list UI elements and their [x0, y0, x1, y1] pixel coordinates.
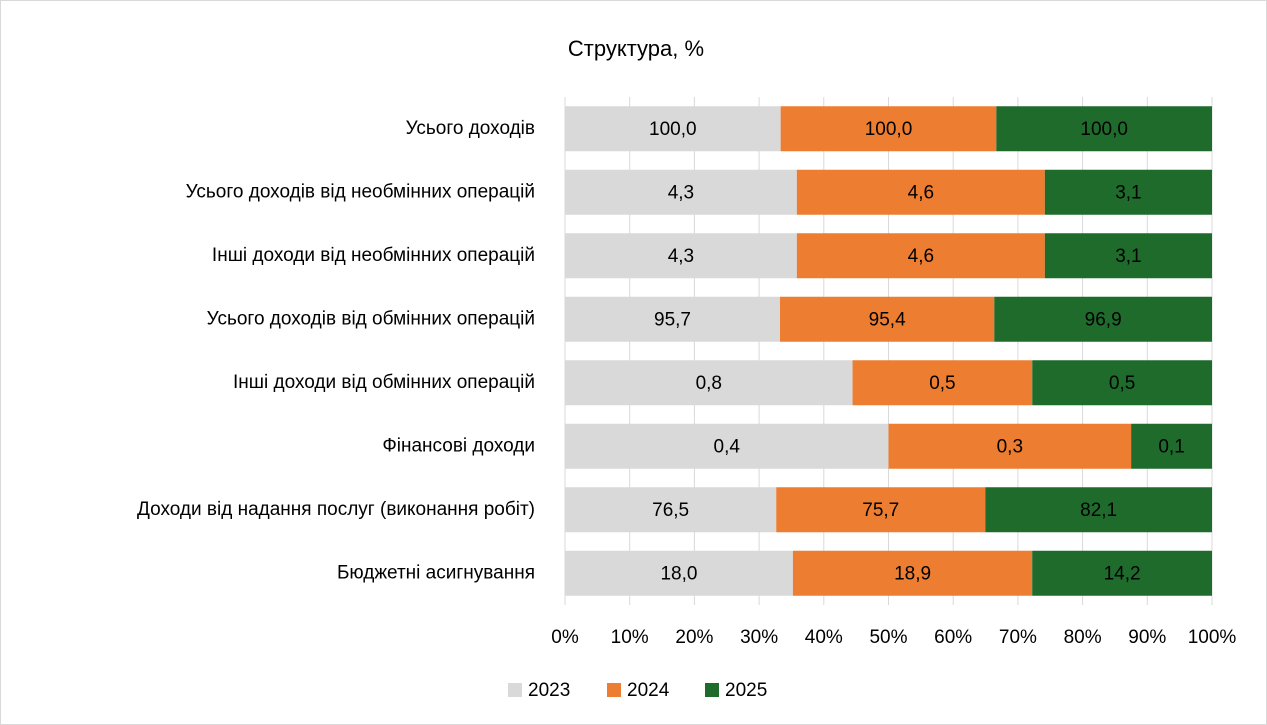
data-label: 18,0 — [660, 563, 697, 584]
y-tick-label: Бюджетні асигнування — [337, 562, 535, 583]
bar-segment — [565, 423, 889, 469]
bar-segment — [1131, 423, 1212, 469]
bar-segment — [565, 296, 780, 342]
x-tick-label: 40% — [805, 627, 843, 648]
data-label: 100,0 — [649, 119, 697, 140]
bar-segment — [779, 296, 995, 342]
bar-segment — [852, 360, 1033, 406]
legend-label: 2025 — [725, 680, 767, 701]
data-label: 75,7 — [862, 500, 899, 521]
data-label: 0,4 — [714, 436, 741, 457]
bar-segment — [565, 550, 793, 596]
bar-segment — [792, 550, 1033, 596]
bar-segment — [565, 487, 777, 533]
y-tick-label: Інші доходи від необмінних операцій — [212, 245, 535, 266]
y-tick-label: Усього доходів — [406, 118, 535, 139]
bar-segment — [565, 233, 797, 279]
y-tick-label: Інші доходи від обмінних операцій — [233, 372, 535, 393]
y-tick-label: Доходи від надання послуг (виконання роб… — [137, 499, 535, 520]
data-label: 14,2 — [1104, 563, 1141, 584]
x-tick-label: 100% — [1188, 627, 1237, 648]
data-label: 4,3 — [668, 246, 694, 267]
bar-segment — [565, 106, 781, 152]
data-label: 18,9 — [894, 563, 931, 584]
x-tick-label: 60% — [934, 627, 972, 648]
data-label: 3,1 — [1115, 246, 1141, 267]
data-label: 0,5 — [929, 373, 955, 394]
data-label: 100,0 — [865, 119, 913, 140]
legend-swatch — [607, 683, 621, 697]
data-label: 96,9 — [1085, 309, 1122, 330]
y-tick-label: Усього доходів від обмінних операцій — [207, 308, 535, 329]
x-tick-label: 0% — [551, 627, 579, 648]
x-tick-label: 20% — [675, 627, 713, 648]
bar-segment — [985, 487, 1212, 533]
bar-segment — [1032, 360, 1212, 406]
bar-segment — [1032, 550, 1212, 596]
data-label: 95,7 — [654, 309, 691, 330]
bar-segment — [994, 296, 1212, 342]
x-tick-label: 50% — [869, 627, 907, 648]
chart-title: Структура, % — [568, 36, 704, 61]
data-label: 76,5 — [652, 500, 689, 521]
bar-segment — [565, 360, 853, 406]
legend-swatch — [705, 683, 719, 697]
bar-segment — [888, 423, 1132, 469]
data-label: 4,6 — [908, 246, 934, 267]
data-label: 0,8 — [696, 373, 722, 394]
x-tick-label: 10% — [611, 627, 649, 648]
y-tick-label: Усього доходів від необмінних операцій — [186, 181, 535, 202]
data-label: 0,3 — [997, 436, 1023, 457]
legend-label: 2024 — [627, 680, 670, 701]
data-label: 0,1 — [1158, 436, 1184, 457]
data-label: 95,4 — [869, 309, 906, 330]
bar-segment — [796, 169, 1045, 215]
data-label: 3,1 — [1115, 182, 1141, 203]
legend-label: 2023 — [528, 680, 570, 701]
x-tick-label: 90% — [1128, 627, 1166, 648]
data-label: 100,0 — [1080, 119, 1128, 140]
x-tick-label: 80% — [1064, 627, 1102, 648]
bar-segment — [796, 233, 1045, 279]
legend-swatch — [508, 683, 522, 697]
bar-segment — [780, 106, 997, 152]
data-label: 4,6 — [908, 182, 934, 203]
data-label: 4,3 — [668, 182, 694, 203]
bar-segment — [1044, 169, 1212, 215]
data-label: 0,5 — [1109, 373, 1135, 394]
x-tick-label: 70% — [999, 627, 1037, 648]
data-label: 82,1 — [1080, 500, 1117, 521]
bar-segment — [565, 169, 797, 215]
y-tick-label: Фінансові доходи — [382, 435, 535, 456]
x-tick-label: 30% — [740, 627, 778, 648]
bar-segment — [996, 106, 1212, 152]
bar-segment — [1044, 233, 1212, 279]
bar-segment — [776, 487, 986, 533]
